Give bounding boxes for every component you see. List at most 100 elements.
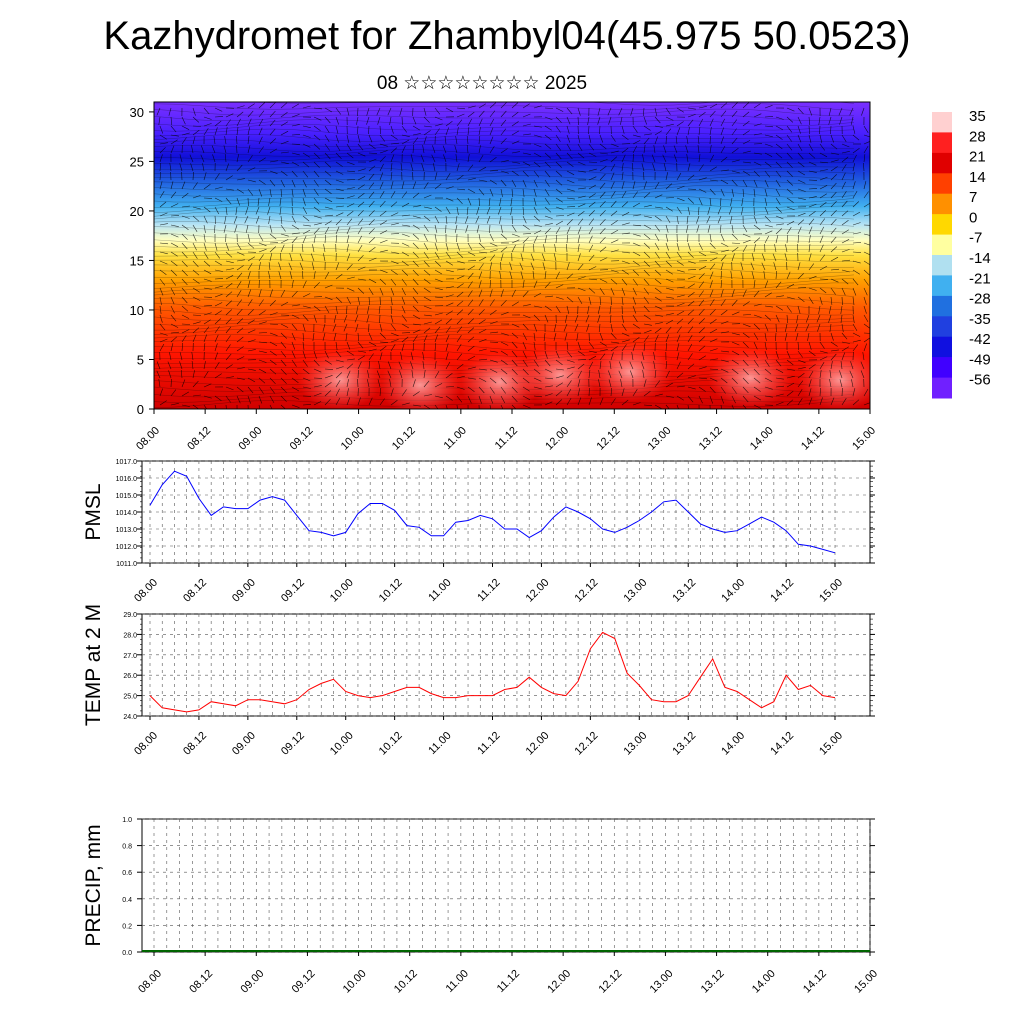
wind-barb bbox=[379, 323, 383, 332]
wind-barb bbox=[467, 242, 473, 251]
wind-barb bbox=[643, 171, 645, 181]
wind-barb bbox=[643, 192, 651, 199]
wind-barb bbox=[313, 179, 319, 187]
wind-barb bbox=[357, 244, 363, 253]
wind-barb bbox=[255, 206, 260, 215]
wind-barb bbox=[302, 105, 311, 109]
wind-barb bbox=[742, 289, 747, 298]
wind-barb bbox=[665, 313, 674, 316]
wind-barb bbox=[641, 163, 645, 172]
wind-barb bbox=[181, 181, 186, 190]
wind-barb bbox=[302, 404, 312, 406]
wind-barb bbox=[346, 263, 353, 271]
wind-barb bbox=[335, 388, 340, 397]
wind-barb bbox=[423, 380, 430, 388]
wind-barb bbox=[544, 314, 549, 323]
wind-barb bbox=[610, 287, 615, 296]
wind-barb bbox=[852, 148, 860, 154]
wind-barb bbox=[830, 209, 837, 217]
wind-barb bbox=[192, 260, 199, 268]
wind-barb bbox=[544, 223, 553, 226]
wind-barb bbox=[742, 314, 752, 316]
wind-barb bbox=[599, 332, 604, 341]
wind-barb bbox=[643, 404, 653, 406]
wind-barb bbox=[852, 287, 857, 296]
wind-barb bbox=[632, 145, 638, 154]
wind-barb bbox=[412, 251, 419, 258]
wind-barb bbox=[863, 154, 866, 163]
wind-barb bbox=[456, 300, 464, 307]
pmsl-y-tick-label: 1015.0 bbox=[116, 493, 138, 500]
profile-x-tick-label: 12.12 bbox=[594, 425, 622, 453]
wind-barb bbox=[720, 320, 729, 325]
wind-barb bbox=[445, 197, 454, 202]
wind-barb bbox=[555, 125, 561, 133]
wind-barb bbox=[819, 235, 824, 244]
warm-cell bbox=[378, 355, 462, 409]
wind-barb bbox=[828, 314, 832, 323]
wind-barb bbox=[797, 226, 802, 235]
wind-barb bbox=[203, 224, 206, 233]
wind-barb bbox=[478, 242, 485, 249]
wind-barb bbox=[368, 257, 377, 262]
precip-x-tick-label: 10.12 bbox=[392, 968, 420, 996]
wind-barb bbox=[709, 145, 712, 154]
wind-barb bbox=[852, 125, 856, 134]
wind-barb bbox=[819, 356, 828, 361]
wind-barb bbox=[675, 136, 678, 145]
wind-barb bbox=[654, 305, 663, 310]
wind-barb bbox=[742, 323, 751, 328]
wind-barb bbox=[797, 273, 804, 280]
wind-barb bbox=[456, 283, 464, 289]
wind-barb bbox=[511, 102, 519, 109]
wind-barb bbox=[541, 253, 546, 262]
wind-barb bbox=[335, 380, 341, 388]
wind-barb bbox=[764, 323, 769, 332]
wind-barb bbox=[343, 323, 348, 332]
wind-barb bbox=[852, 269, 860, 275]
wind-barb bbox=[368, 182, 375, 190]
wind-barb bbox=[478, 263, 484, 271]
wind-barb bbox=[445, 107, 454, 113]
wind-barb bbox=[291, 386, 300, 392]
wind-barb bbox=[332, 323, 337, 332]
wind-barb bbox=[225, 386, 234, 391]
wind-barb bbox=[443, 154, 447, 163]
wind-barb bbox=[269, 300, 276, 307]
wind-barb bbox=[632, 402, 641, 406]
wind-barb bbox=[775, 228, 783, 235]
pmsl-x-tick-label: 12.00 bbox=[524, 577, 552, 605]
wind-barb bbox=[203, 172, 207, 181]
wind-barb bbox=[577, 210, 585, 217]
wind-barb bbox=[785, 244, 788, 253]
wind-barb bbox=[489, 136, 494, 145]
wind-barb bbox=[181, 224, 189, 230]
wind-barb bbox=[170, 181, 174, 190]
colorbar-swatch bbox=[932, 316, 952, 338]
wind-barb bbox=[841, 352, 846, 361]
contour-line bbox=[154, 144, 855, 152]
wind-barb bbox=[225, 309, 233, 316]
wind-barb bbox=[687, 269, 697, 271]
wind-barb bbox=[411, 370, 414, 379]
wind-barb bbox=[302, 134, 311, 138]
wind-barb bbox=[467, 336, 475, 343]
wind-barb bbox=[422, 352, 425, 361]
wind-barb bbox=[632, 287, 637, 296]
wind-barb bbox=[280, 112, 288, 118]
wind-barb bbox=[291, 332, 296, 341]
wind-barb bbox=[698, 318, 705, 325]
wind-barb bbox=[236, 308, 243, 316]
wind-barb bbox=[797, 380, 804, 388]
wind-barb bbox=[709, 338, 718, 343]
wind-barb bbox=[412, 116, 417, 125]
wind-barb bbox=[313, 359, 320, 367]
wind-barb bbox=[368, 287, 374, 295]
wind-barb bbox=[818, 116, 821, 125]
wind-barb bbox=[412, 379, 416, 388]
wind-barb bbox=[775, 401, 784, 406]
wind-barb bbox=[709, 271, 714, 280]
wind-barb bbox=[335, 226, 340, 235]
wind-barb bbox=[863, 314, 869, 323]
